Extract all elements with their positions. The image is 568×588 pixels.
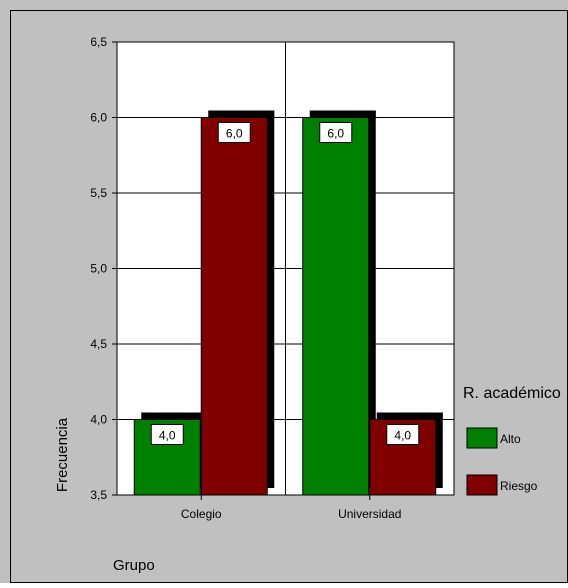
data-label: 6,0: [226, 127, 243, 141]
legend: R. académico Alto Riesgo: [463, 385, 561, 496]
y-axis: 3,5 4,0 4,5 5,0 5,5 6,0 6,5: [90, 35, 117, 502]
bar-riesgo-colegio: [200, 117, 268, 496]
data-label-box: [217, 122, 251, 143]
bar-alto-colegio: [133, 419, 201, 496]
bar-depth-side: [435, 412, 443, 488]
y-tick-label: 4,0: [90, 413, 107, 427]
y-tick-label: 5,5: [90, 186, 107, 200]
data-label-box: [386, 424, 420, 445]
legend-label-riesgo: Riesgo: [500, 479, 538, 493]
y-axis-title: Frecuencia: [54, 417, 71, 492]
x-tick-label: Universidad: [338, 507, 401, 521]
legend-title: R. académico: [463, 385, 561, 402]
y-tick-label: 6,0: [90, 111, 107, 125]
data-label: 6,0: [327, 127, 344, 141]
legend-swatch-alto: [466, 427, 498, 449]
legend-label-alto: Alto: [500, 432, 521, 446]
y-tick-label: 6,5: [90, 35, 107, 49]
x-axis: Colegio Universidad: [181, 495, 401, 521]
bar-depth-top: [208, 110, 275, 118]
x-axis-title: Grupo: [113, 557, 155, 574]
bars: [133, 110, 443, 496]
data-label: 4,0: [394, 429, 411, 443]
y-tick-label: 5,0: [90, 262, 107, 276]
data-label: 4,0: [159, 429, 176, 443]
bar-depth-top: [141, 412, 208, 420]
bar-depth-side: [368, 110, 376, 488]
data-labels: 4,0 6,0 6,0 4,0: [150, 122, 420, 445]
legend-swatch-riesgo: [466, 474, 498, 496]
y-tick-label: 3,5: [90, 488, 107, 502]
bar-alto-universidad: [302, 117, 370, 496]
data-label-box: [319, 122, 353, 143]
bar-depth-side: [267, 110, 275, 488]
data-label-box: [150, 424, 184, 445]
bar-depth-top: [376, 412, 443, 420]
y-tick-label: 4,5: [90, 337, 107, 351]
x-tick-label: Colegio: [181, 507, 222, 521]
bar-depth-top: [309, 110, 376, 118]
